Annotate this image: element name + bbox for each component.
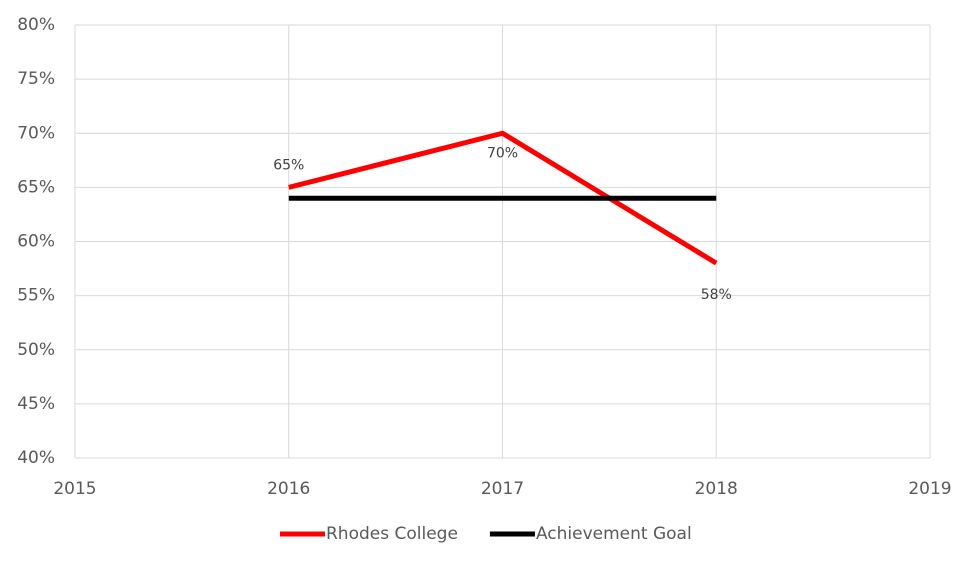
data-label: 65% <box>273 157 304 173</box>
y-tick-label: 45% <box>17 394 55 414</box>
x-tick-label: 2018 <box>695 479 738 499</box>
x-tick-label: 2016 <box>267 479 310 499</box>
y-tick-label: 60% <box>17 232 55 252</box>
data-label: 58% <box>701 287 732 303</box>
x-tick-label: 2015 <box>53 479 96 499</box>
legend-label: Achievement Goal <box>536 524 692 544</box>
series-line <box>288 130 718 266</box>
data-label: 70% <box>487 145 518 161</box>
y-tick-label: 50% <box>17 340 55 360</box>
y-tick-label: 80% <box>17 15 55 35</box>
x-tick-label: 2019 <box>908 479 951 499</box>
x-tick-label: 2017 <box>481 479 524 499</box>
legend-label: Rhodes College <box>326 524 458 544</box>
y-tick-label: 75% <box>17 69 55 89</box>
y-tick-label: 65% <box>17 177 55 197</box>
y-tick-label: 70% <box>17 123 55 143</box>
y-tick-label: 40% <box>17 448 55 468</box>
y-tick-label: 55% <box>17 286 55 306</box>
